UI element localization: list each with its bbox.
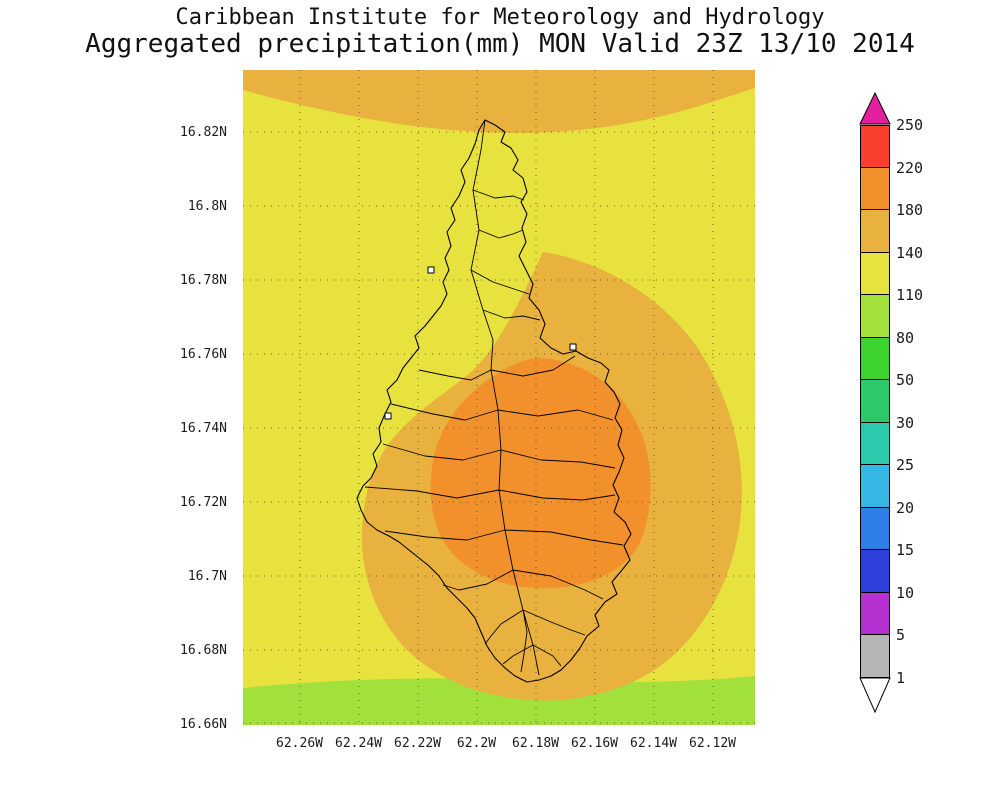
legend-value-label: 50 — [896, 371, 915, 390]
legend-color-box — [860, 592, 890, 635]
legend-color-box — [860, 295, 890, 338]
legend-color-box — [860, 252, 890, 295]
legend-color-bar — [860, 125, 890, 678]
legend-color-box — [860, 337, 890, 380]
legend-value-label: 10 — [896, 583, 915, 602]
latitude-axis: 16.82N 16.8N 16.78N 16.76N 16.74N 16.72N 16.7N… — [150, 95, 235, 761]
legend-value-label: 220 — [896, 158, 924, 177]
longitude-axis: 62.26W 62.24W 62.22W 62.2W 62.18W 62.16W 62.14… — [270, 736, 742, 751]
legend-color-box — [860, 507, 890, 550]
legend-value-label: 80 — [896, 328, 915, 347]
station-marker — [427, 266, 435, 274]
latitude-tick-label: 16.76N — [180, 346, 227, 362]
latitude-tick-label: 16.8N — [187, 198, 227, 214]
legend-value-label: 140 — [896, 243, 924, 262]
legend-color-box — [860, 550, 890, 593]
legend-color-box — [860, 125, 890, 168]
legend-color-box — [860, 465, 890, 508]
field-bottom-band-80-110 — [243, 676, 755, 725]
longitude-tick-label: 62.2W — [456, 736, 497, 751]
island-coastline — [356, 119, 632, 683]
longitude-tick-label: 62.22W — [394, 736, 441, 751]
legend-value-label: 5 — [896, 626, 906, 645]
legend-value-label: 1 — [896, 668, 906, 687]
legend-value-label: 250 — [896, 116, 924, 135]
legend-over-arrow-shape — [859, 91, 891, 125]
legend-color-box — [860, 167, 890, 210]
legend-value-labels: 250 220 180 140 110 80 50 30 25 20 15 10 5 1 — [896, 104, 923, 699]
longitude-tick-label: 62.16W — [571, 736, 618, 751]
legend-over-arrow — [859, 91, 891, 125]
legend-color-box — [860, 210, 890, 253]
legend-under-arrow-shape — [859, 677, 891, 714]
chart-title: Aggregated precipitation(mm) MON Valid 2… — [85, 29, 915, 59]
legend-color-box — [860, 635, 890, 678]
legend-color-box — [860, 380, 890, 423]
longitude-tick-label: 62.14W — [630, 736, 677, 751]
latitude-tick-label: 16.72N — [180, 494, 227, 510]
legend-value-label: 15 — [896, 541, 915, 560]
latitude-tick-label: 16.78N — [180, 272, 227, 288]
legend-value-label: 30 — [896, 413, 915, 432]
longitude-tick-label: 62.18W — [512, 736, 559, 751]
legend-value-label: 25 — [896, 456, 915, 475]
legend-under-arrow — [859, 677, 891, 714]
watershed-lines — [364, 119, 624, 676]
longitude-tick-label: 62.26W — [276, 736, 323, 751]
legend-value-label: 180 — [896, 201, 924, 220]
legend-value-label: 20 — [896, 498, 915, 517]
institution-title: Caribbean Institute for Meteorology and … — [175, 5, 825, 30]
longitude-tick-label: 62.24W — [335, 736, 382, 751]
longitude-tick-label: 62.12W — [689, 736, 736, 751]
latitude-tick-label: 16.68N — [180, 642, 227, 658]
island-overlay — [356, 119, 632, 683]
station-marker — [384, 412, 392, 420]
legend-color-box — [860, 422, 890, 465]
latitude-tick-label: 16.66N — [180, 716, 227, 732]
field-top-band-140-180 — [243, 70, 755, 133]
latitude-tick-label: 16.74N — [180, 420, 227, 436]
station-marker — [569, 343, 577, 351]
latitude-tick-label: 16.82N — [180, 124, 227, 140]
map-plot-area — [243, 70, 755, 725]
latitude-tick-label: 16.7N — [187, 568, 227, 584]
legend-value-label: 110 — [896, 286, 924, 305]
